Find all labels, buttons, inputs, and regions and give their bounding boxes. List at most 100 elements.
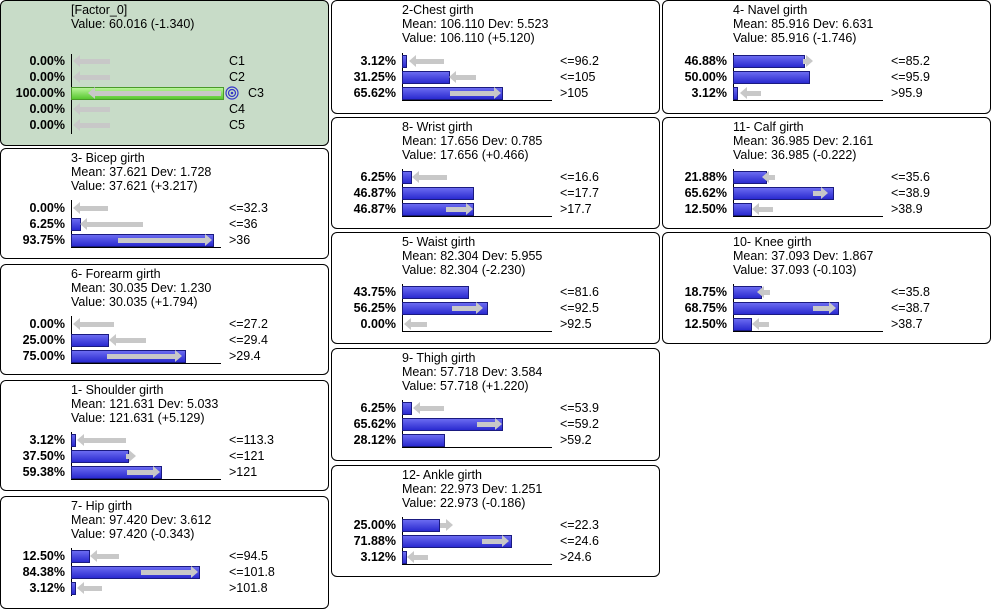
state-bar	[71, 566, 200, 579]
node-calf-girth[interactable]: 11- Calf girth Mean: 36.985 Dev: 2.161 V…	[662, 117, 991, 229]
axis-horizontal	[402, 447, 552, 448]
state-row[interactable]: 28.12% >59.2	[332, 432, 661, 448]
node-thigh-girth[interactable]: 9- Thigh girth Mean: 57.718 Dev: 3.584 V…	[331, 348, 660, 461]
state-percent: 84.38%	[22, 565, 65, 579]
previous-value-arrow	[450, 87, 501, 99]
state-bar	[402, 434, 445, 447]
state-row[interactable]: 0.00% >92.5	[332, 316, 661, 332]
previous-value-arrow	[109, 334, 146, 346]
state-row[interactable]: 25.00% <=22.3	[332, 517, 661, 533]
state-row[interactable]: 6.25% <=53.9	[332, 400, 661, 416]
state-row[interactable]: 65.62% <=38.9	[663, 185, 992, 201]
state-row[interactable]: 12.50% <=94.5	[1, 548, 330, 564]
axis-horizontal	[733, 331, 883, 332]
state-percent: 100.00%	[15, 86, 65, 100]
node-value: Value: 36.985 (-0.222)	[733, 148, 857, 162]
state-percent: 75.00%	[22, 349, 65, 363]
previous-value-arrow	[752, 203, 773, 215]
state-row-c4[interactable]: 0.00% C4	[1, 101, 330, 117]
node-shoulder-girth[interactable]: 1- Shoulder girth Mean: 121.631 Dev: 5.0…	[0, 380, 329, 491]
state-row[interactable]: 46.88% <=85.2	[663, 53, 992, 69]
node-title: 10- Knee girth	[733, 235, 812, 249]
node-header: 7- Hip girth Mean: 97.420 Dev: 3.612 Val…	[71, 499, 211, 541]
state-label: <=16.6	[560, 170, 599, 184]
state-row[interactable]: 31.25% <=105	[332, 69, 661, 85]
previous-value-arrow	[412, 171, 447, 183]
state-percent: 37.50%	[22, 449, 65, 463]
node-bicep-girth[interactable]: 3- Bicep girth Mean: 37.621 Dev: 1.728 V…	[0, 148, 329, 259]
state-row[interactable]: 3.12% >24.6	[332, 549, 661, 565]
state-row[interactable]: 6.25% <=16.6	[332, 169, 661, 185]
state-row[interactable]: 43.75% <=81.6	[332, 284, 661, 300]
state-row-c5[interactable]: 0.00% C5	[1, 117, 330, 133]
state-row-c3[interactable]: 100.00% C3	[1, 85, 330, 101]
state-row[interactable]: 37.50% <=121	[1, 448, 330, 464]
previous-value-arrow	[413, 402, 444, 414]
state-label: <=29.4	[229, 333, 268, 347]
node-value: Value: 97.420 (-0.343)	[71, 527, 195, 541]
node-forearm-girth[interactable]: 6- Forearm girth Mean: 30.035 Dev: 1.230…	[0, 264, 329, 375]
state-row[interactable]: 25.00% <=29.4	[1, 332, 330, 348]
state-percent: 3.12%	[691, 86, 727, 100]
state-percent: 0.00%	[29, 201, 65, 215]
state-percent: 46.87%	[353, 202, 396, 216]
state-bar	[71, 550, 90, 563]
state-row[interactable]: 65.62% >105	[332, 85, 661, 101]
state-row[interactable]: 56.25% <=92.5	[332, 300, 661, 316]
node-mean: Mean: 82.304 Dev: 5.955	[402, 249, 543, 263]
previous-value-arrow	[440, 519, 453, 531]
previous-value-arrow	[477, 418, 502, 430]
node-value: Value: 37.621 (+3.217)	[71, 179, 198, 193]
state-row[interactable]: 0.00% <=27.2	[1, 316, 330, 332]
state-bar	[733, 203, 752, 216]
state-row[interactable]: 3.12% >95.9	[663, 85, 992, 101]
node-ankle-girth[interactable]: 12- Ankle girth Mean: 22.973 Dev: 1.251 …	[331, 465, 660, 577]
state-row[interactable]: 75.00% >29.4	[1, 348, 330, 364]
state-label: >101.8	[229, 581, 268, 595]
previous-value-arrow	[73, 202, 108, 214]
state-row[interactable]: 65.62% <=59.2	[332, 416, 661, 432]
node-wrist-girth[interactable]: 8- Wrist girth Mean: 17.656 Dev: 0.785 V…	[331, 117, 660, 229]
previous-value-arrow	[752, 318, 769, 330]
node-waist-girth[interactable]: 5- Waist girth Mean: 82.304 Dev: 5.955 V…	[331, 232, 660, 344]
state-row[interactable]: 21.88% <=35.6	[663, 169, 992, 185]
state-row[interactable]: 71.88% <=24.6	[332, 533, 661, 549]
node-knee-girth[interactable]: 10- Knee girth Mean: 37.093 Dev: 1.867 V…	[662, 232, 991, 344]
state-percent: 59.38%	[22, 465, 65, 479]
node-title: 11- Calf girth	[733, 120, 804, 134]
previous-value-arrow	[449, 71, 476, 83]
state-row[interactable]: 68.75% <=38.7	[663, 300, 992, 316]
state-row[interactable]: 3.12% <=96.2	[332, 53, 661, 69]
previous-value-arrow	[803, 55, 813, 67]
state-row[interactable]: 46.87% <=17.7	[332, 185, 661, 201]
node-hip-girth[interactable]: 7- Hip girth Mean: 97.420 Dev: 3.612 Val…	[0, 496, 329, 609]
state-row[interactable]: 12.50% >38.9	[663, 201, 992, 217]
node-header: 6- Forearm girth Mean: 30.035 Dev: 1.230…	[71, 267, 211, 309]
node-chest-girth[interactable]: 2-Chest girth Mean: 106.110 Dev: 5.523 V…	[331, 0, 660, 114]
state-row-c2[interactable]: 0.00% C2	[1, 69, 330, 85]
axis-horizontal	[733, 216, 883, 217]
state-row[interactable]: 3.12% <=113.3	[1, 432, 330, 448]
previous-value-arrow	[482, 535, 509, 547]
node-header: 8- Wrist girth Mean: 17.656 Dev: 0.785 V…	[402, 120, 542, 162]
node-value: Value: 17.656 (+0.466)	[402, 148, 529, 162]
state-row[interactable]: 18.75% <=35.8	[663, 284, 992, 300]
state-row[interactable]: 46.87% >17.7	[332, 201, 661, 217]
state-row[interactable]: 93.75% >36	[1, 232, 330, 248]
state-row[interactable]: 0.00% <=32.3	[1, 200, 330, 216]
state-row[interactable]: 6.25% <=36	[1, 216, 330, 232]
state-row-c1[interactable]: 0.00% C1	[1, 53, 330, 69]
state-bar	[402, 55, 407, 68]
state-row[interactable]: 84.38% <=101.8	[1, 564, 330, 580]
state-row[interactable]: 12.50% >38.7	[663, 316, 992, 332]
state-row[interactable]: 50.00% <=95.9	[663, 69, 992, 85]
state-row[interactable]: 59.38% >121	[1, 464, 330, 480]
state-row[interactable]: 3.12% >101.8	[1, 580, 330, 596]
node-value: Value: 30.035 (+1.794)	[71, 295, 198, 309]
axis-horizontal	[402, 331, 552, 332]
node-value: Value: 57.718 (+1.220)	[402, 379, 529, 393]
previous-value-arrow	[813, 187, 828, 199]
node-value: Value: 22.973 (-0.186)	[402, 496, 526, 510]
node-factor-0[interactable]: [Factor_0] Value: 60.016 (-1.340) 0.00% …	[0, 0, 329, 146]
node-navel-girth[interactable]: 4- Navel girth Mean: 85.916 Dev: 6.631 V…	[662, 0, 991, 114]
